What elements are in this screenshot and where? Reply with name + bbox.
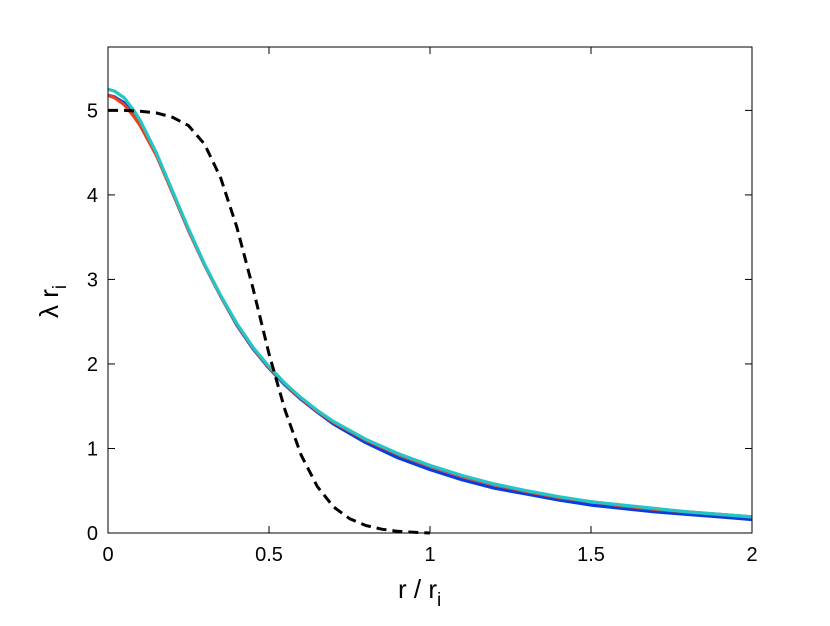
series-line-3 <box>107 87 753 519</box>
x-tick-label: 1 <box>424 544 435 566</box>
x-tick-label: 2 <box>746 544 757 566</box>
y-axis-label: λ ri <box>34 285 71 318</box>
series-layer <box>107 87 753 535</box>
y-tick-label: 1 <box>87 438 98 460</box>
y-tick-label: 3 <box>87 269 98 291</box>
x-tick-label: 0.5 <box>255 544 283 566</box>
y-tick-label: 0 <box>87 523 98 545</box>
tick-layer: 0 0.5 1 1.5 2 0 1 2 3 4 5 <box>87 47 758 566</box>
x-axis-label-sub: i <box>437 590 441 611</box>
y-tick-label: 5 <box>87 100 98 122</box>
x-tick-label: 1.5 <box>577 544 605 566</box>
y-tick-label: 2 <box>87 354 98 376</box>
plot-area <box>108 47 752 533</box>
x-tick-label: 0 <box>102 544 113 566</box>
x-axis-label-main: r / r <box>398 574 437 604</box>
y-axis-label-sub: i <box>50 285 71 289</box>
y-axis-label-main: λ r <box>34 289 64 318</box>
x-axis-label: r / ri <box>398 574 441 611</box>
y-tick-label: 4 <box>87 185 98 207</box>
series-line-4 <box>108 108 431 535</box>
